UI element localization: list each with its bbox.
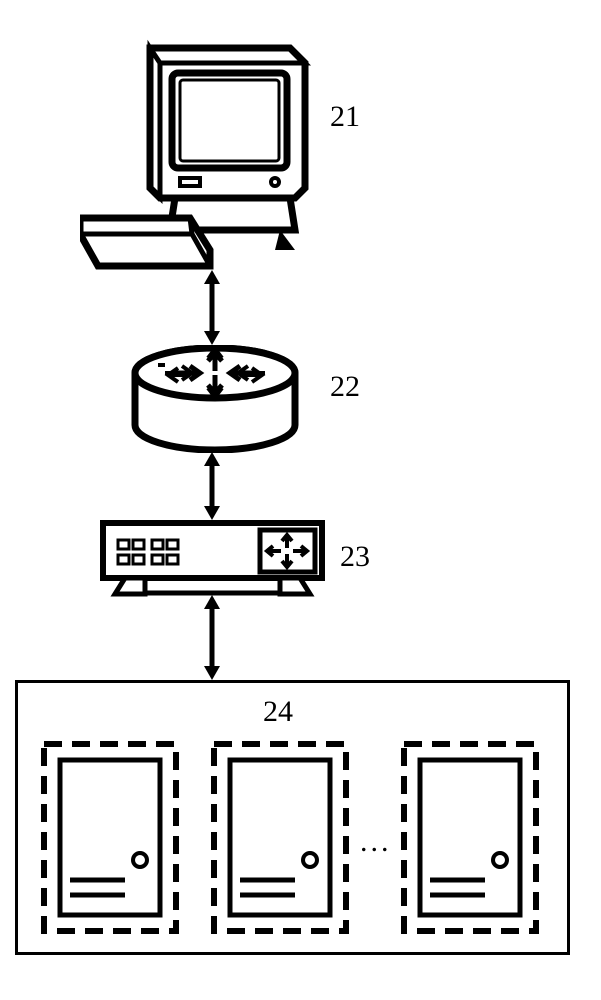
switch-icon [100,520,325,598]
router-arrows [130,345,300,405]
server-group-label: 24 [263,695,293,729]
connector-2 [200,452,224,520]
network-diagram: 21 [0,0,601,1000]
computer-icon [80,18,330,270]
server-3 [400,740,540,935]
computer-label: 21 [330,100,360,134]
server-2 [210,740,350,935]
connector-3 [200,595,224,680]
connector-1 [200,270,224,345]
server-1 [40,740,180,935]
router-label: 22 [330,370,360,404]
switch-label: 23 [340,540,370,574]
server-ellipsis: ... [360,825,392,859]
